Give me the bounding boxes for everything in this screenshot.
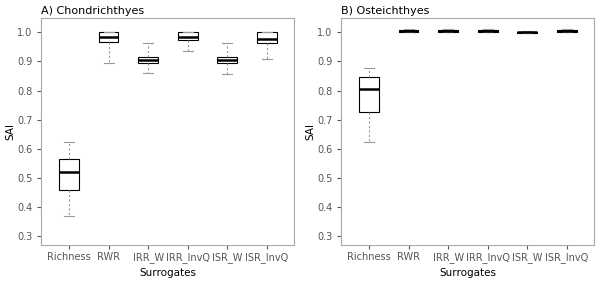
PathPatch shape	[557, 30, 577, 32]
PathPatch shape	[398, 30, 418, 32]
PathPatch shape	[438, 30, 458, 32]
PathPatch shape	[359, 78, 379, 112]
PathPatch shape	[98, 32, 118, 43]
Y-axis label: SAI: SAI	[305, 123, 316, 140]
PathPatch shape	[178, 32, 197, 40]
Y-axis label: SAI: SAI	[5, 123, 16, 140]
X-axis label: Surrogates: Surrogates	[439, 268, 496, 278]
PathPatch shape	[478, 30, 497, 32]
PathPatch shape	[257, 32, 277, 43]
Text: A) Chondrichthyes: A) Chondrichthyes	[41, 6, 145, 16]
X-axis label: Surrogates: Surrogates	[139, 268, 196, 278]
PathPatch shape	[517, 32, 537, 33]
PathPatch shape	[138, 57, 158, 64]
PathPatch shape	[59, 159, 79, 190]
Text: B) Osteichthyes: B) Osteichthyes	[341, 6, 430, 16]
PathPatch shape	[217, 57, 237, 64]
